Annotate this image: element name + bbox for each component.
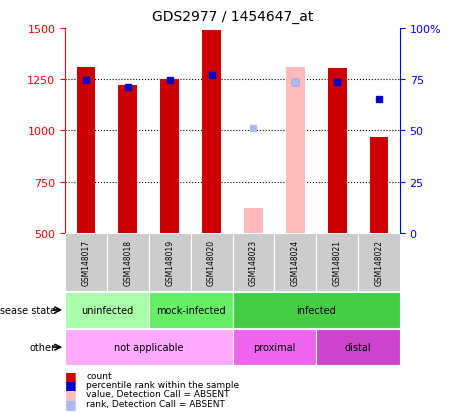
Text: proximal: proximal: [253, 342, 296, 352]
Text: ■: ■: [65, 396, 77, 410]
Text: GSM148017: GSM148017: [81, 239, 91, 285]
Text: disease state: disease state: [0, 305, 56, 315]
Bar: [191, 233, 232, 291]
Text: GSM148018: GSM148018: [123, 239, 133, 285]
Bar: [328, 69, 346, 233]
Text: GSM148019: GSM148019: [165, 239, 174, 285]
Bar: [232, 233, 274, 291]
Text: GSM148022: GSM148022: [374, 239, 384, 285]
Text: GDS2977 / 1454647_at: GDS2977 / 1454647_at: [152, 10, 313, 24]
Bar: [316, 329, 400, 366]
Text: count: count: [86, 371, 112, 380]
Bar: [149, 292, 232, 328]
Text: uninfected: uninfected: [81, 305, 133, 315]
Bar: [149, 233, 191, 291]
Bar: [65, 233, 107, 291]
Bar: [370, 137, 388, 233]
Bar: [316, 233, 358, 291]
Bar: [65, 292, 149, 328]
Text: other: other: [30, 342, 56, 352]
Bar: [286, 68, 305, 233]
Bar: [107, 233, 149, 291]
Bar: [274, 233, 316, 291]
Text: GSM148023: GSM148023: [249, 239, 258, 285]
Text: ■: ■: [65, 378, 77, 392]
Text: percentile rank within the sample: percentile rank within the sample: [86, 380, 239, 389]
Text: GSM148020: GSM148020: [207, 239, 216, 285]
Bar: [232, 329, 316, 366]
Bar: [202, 31, 221, 233]
Bar: [358, 233, 400, 291]
Bar: [119, 86, 137, 233]
Bar: [65, 329, 232, 366]
Text: ■: ■: [65, 369, 77, 382]
Text: distal: distal: [345, 342, 372, 352]
Text: GSM148021: GSM148021: [332, 239, 342, 285]
Text: mock-infected: mock-infected: [156, 305, 226, 315]
Bar: [160, 80, 179, 233]
Text: infected: infected: [296, 305, 336, 315]
Bar: [232, 292, 400, 328]
Text: GSM148024: GSM148024: [291, 239, 300, 285]
Bar: [77, 68, 95, 233]
Text: ■: ■: [65, 387, 77, 401]
Text: not applicable: not applicable: [114, 342, 184, 352]
Text: value, Detection Call = ABSENT: value, Detection Call = ABSENT: [86, 389, 230, 399]
Bar: [244, 209, 263, 233]
Text: rank, Detection Call = ABSENT: rank, Detection Call = ABSENT: [86, 399, 225, 408]
